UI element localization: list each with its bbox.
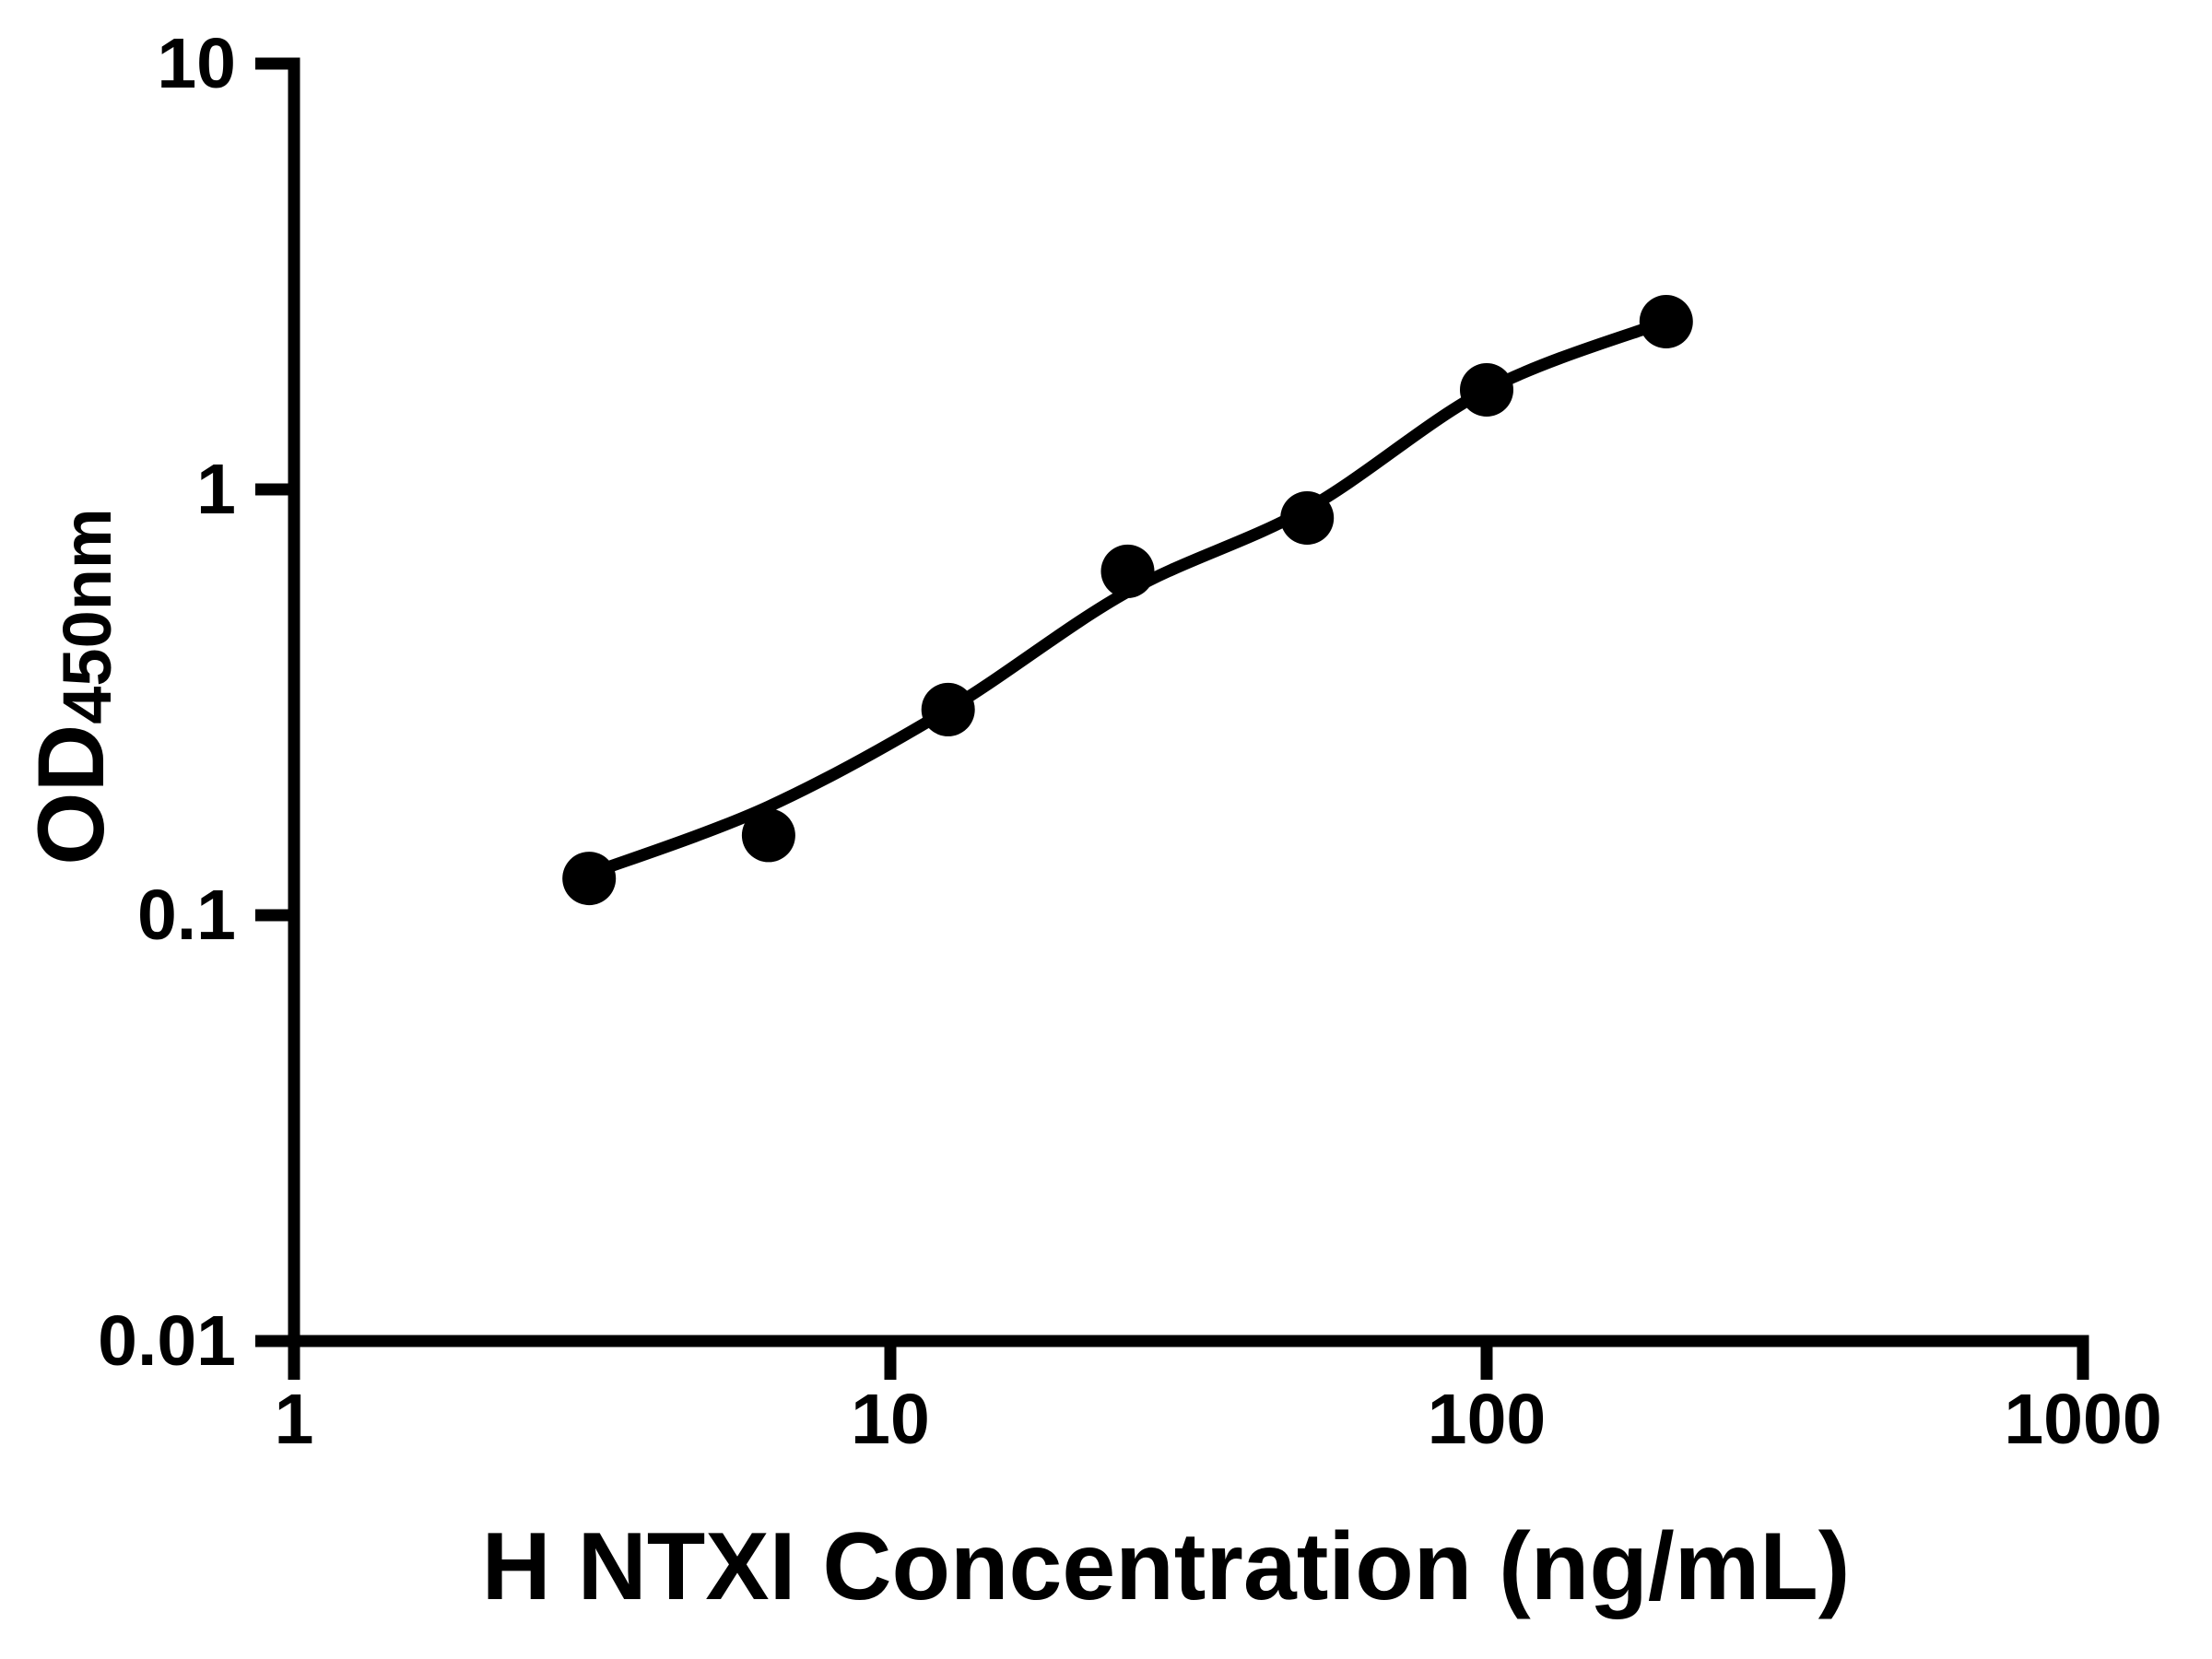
x-tick-label: 100	[1428, 1380, 1546, 1459]
y-tick-label: 10	[157, 24, 236, 103]
y-tick-label: 0.1	[137, 876, 236, 955]
y-tick-label: 0.01	[98, 1301, 236, 1381]
axes	[288, 57, 2089, 1347]
data-point	[1280, 491, 1335, 545]
x-tick-label: 1	[275, 1380, 314, 1459]
data-point	[562, 852, 617, 906]
x-axis-title: H NTXI Concentration (ng/mL)	[482, 1513, 1851, 1620]
data-point	[1460, 363, 1513, 417]
data-point	[921, 682, 975, 736]
y-tick-label: 1	[196, 450, 236, 529]
x-tick-label: 10	[851, 1380, 930, 1459]
data-point	[1100, 544, 1155, 598]
y-axis-title-main: OD	[18, 724, 124, 865]
chart-generated-layer: 10 1 0.1 0.01 1 10 100 1000	[98, 24, 2162, 1459]
data-point	[1639, 295, 1693, 348]
y-axis-title: OD450nm	[18, 508, 125, 865]
y-axis-title-subscript: 450nm	[49, 508, 125, 724]
data-point	[741, 808, 795, 863]
x-tick-label: 1000	[2004, 1380, 2161, 1459]
